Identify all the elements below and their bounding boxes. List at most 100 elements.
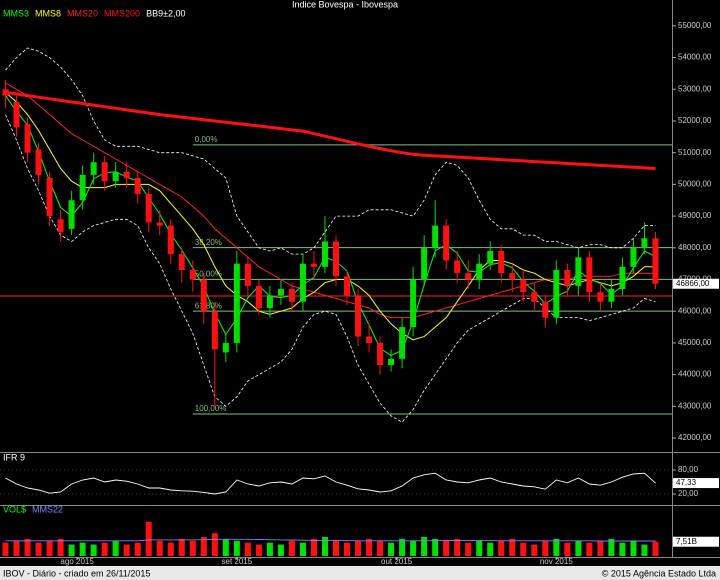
volume-bar — [13, 540, 20, 556]
candle-body — [244, 263, 251, 286]
candle-body — [167, 225, 174, 255]
candle-body — [487, 250, 494, 264]
volume-bar — [652, 541, 659, 556]
volume-average — [5, 538, 656, 542]
candle-body — [410, 279, 417, 328]
legend-entry: MMS22 — [32, 504, 63, 514]
y-tick-label: 54000,00 — [678, 53, 712, 62]
last-value-label: 7,51B — [676, 537, 697, 546]
volume-bar — [244, 542, 251, 556]
volume-bar — [101, 542, 108, 556]
volume-bar — [310, 538, 317, 556]
volume-bar — [641, 544, 648, 556]
volume-bar — [630, 540, 637, 556]
fib-label: 50,00% — [195, 270, 222, 279]
volume-bar — [167, 542, 174, 556]
candle-body — [399, 327, 406, 359]
candle-body — [46, 178, 53, 217]
volume-bar — [134, 542, 141, 556]
volume-bar — [156, 540, 163, 556]
candle-body — [520, 279, 527, 293]
candle-body — [586, 257, 593, 293]
volume-bar — [575, 540, 582, 556]
candle-body — [344, 276, 351, 296]
x-tick-label: ago 2015 — [60, 557, 94, 566]
footer-right: © 2015 Agência Estado Ltda — [602, 568, 716, 578]
volume-bar — [498, 540, 505, 556]
candle-body — [355, 295, 362, 337]
band-lower — [5, 114, 656, 423]
volume-bar — [586, 542, 593, 556]
candle-body — [421, 247, 428, 280]
fib-label: 61,80% — [195, 301, 222, 310]
candle-body — [134, 178, 141, 194]
volume-bar — [443, 540, 450, 556]
candle-body — [630, 247, 637, 267]
volume-bar — [2, 542, 9, 556]
candle-body — [145, 193, 152, 223]
candle-body — [90, 162, 97, 175]
x-tick-label: nov 2015 — [540, 557, 573, 566]
candle-body — [575, 257, 582, 286]
volume-bar — [333, 540, 339, 556]
candle-body — [299, 263, 306, 302]
footer-bar — [0, 566, 720, 580]
candle-body — [333, 241, 339, 277]
candle-body — [454, 260, 461, 274]
candle-body — [652, 238, 659, 284]
volume-bar — [90, 544, 97, 556]
last-value-box — [673, 478, 719, 489]
legend-entry: MMS3 — [3, 8, 29, 18]
y-tick-label: 48000,00 — [678, 243, 712, 252]
candle-body — [233, 263, 240, 343]
candle-body — [112, 171, 119, 182]
candle-body — [189, 270, 196, 280]
volume-bar — [542, 540, 549, 556]
volume-bar — [222, 538, 229, 556]
y-tick-label: 50000,00 — [678, 179, 712, 188]
volume-bar — [355, 540, 362, 556]
volume-bar — [277, 544, 284, 556]
volume-bar — [487, 542, 494, 556]
candle-body — [35, 149, 42, 175]
candle-body — [498, 250, 505, 274]
volume-bar — [531, 544, 538, 556]
y-tick-label: 43000,00 — [678, 401, 712, 410]
y-tick-label: 44000,00 — [678, 370, 712, 379]
volume-bar — [476, 540, 483, 556]
volume-bar — [266, 542, 273, 556]
volume-bar — [178, 538, 185, 556]
volume-bar — [564, 542, 571, 556]
candle-body — [321, 241, 328, 267]
y-tick-label: 49000,00 — [678, 211, 712, 220]
candle-body — [310, 263, 317, 267]
volume-bar — [68, 544, 75, 556]
legend-entry: MMS200 — [104, 8, 140, 18]
volume-bar — [57, 538, 64, 556]
volume-bar — [410, 540, 417, 556]
candle-body — [443, 225, 450, 261]
volume-bar — [211, 533, 218, 556]
ma-line — [5, 92, 656, 341]
candle-body — [123, 171, 130, 179]
candle-body — [608, 289, 615, 302]
candle-body — [553, 270, 560, 318]
candle-body — [68, 200, 75, 229]
volume-bar — [377, 540, 384, 556]
volume-bar — [321, 537, 328, 556]
candle-body — [255, 285, 262, 309]
volume-bar — [288, 540, 295, 556]
legend-entry: MMS8 — [35, 8, 61, 18]
fib-label: 0,00% — [195, 135, 218, 144]
band-upper — [5, 47, 656, 255]
candle-body — [200, 279, 207, 312]
indicator-line — [5, 472, 656, 495]
legend-entry: BB9±2,00 — [146, 8, 185, 18]
volume-bar — [509, 538, 516, 556]
candle-body — [465, 273, 472, 280]
y-tick-label: 52000,00 — [678, 116, 712, 125]
candle-body — [366, 336, 373, 343]
volume-bar — [608, 538, 615, 556]
